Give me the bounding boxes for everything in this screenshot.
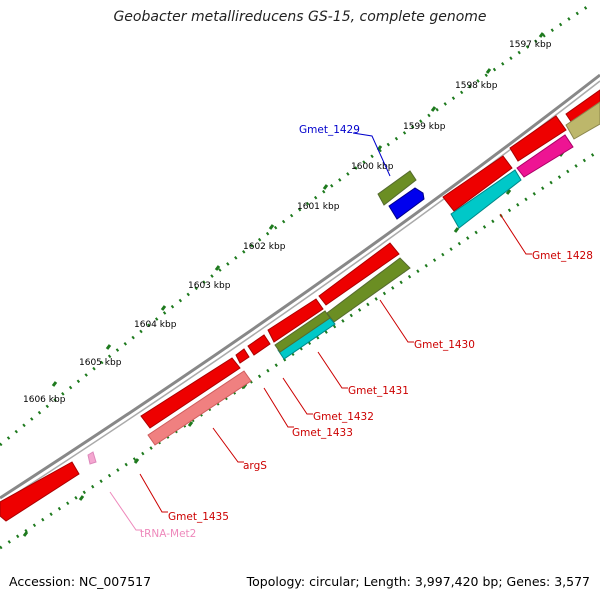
- label-gmet-1433: Gmet_1433: [292, 427, 353, 439]
- tick-label: 1604 kbp: [134, 320, 177, 330]
- gene-gmet-1431-olive: [274, 310, 331, 353]
- tick-label: 1599 kbp: [403, 122, 446, 132]
- tick-label: 1605 kbp: [79, 358, 122, 368]
- gene-gmet-1429-blue: [388, 187, 425, 220]
- gene-cyan-right: [450, 169, 522, 229]
- label-gmet-1428: Gmet_1428: [532, 250, 593, 262]
- tick-label: 1606 kbp: [23, 395, 66, 405]
- leader-lines: [109, 132, 532, 531]
- tick-labels: 1597 kbp 1598 kbp 1599 kbp 1600 kbp 1601…: [23, 40, 552, 405]
- tick-label: 1602 kbp: [243, 242, 286, 252]
- topology-text: Topology: circular; Length: 3,997,420 bp…: [246, 574, 590, 589]
- accession-text: Accession: NC_007517: [9, 574, 152, 589]
- tick-label: 1598 kbp: [455, 81, 498, 91]
- tick-label: 1600 kbp: [351, 162, 394, 172]
- forward-genes: [377, 170, 417, 206]
- gene-argS-red: [140, 357, 241, 429]
- gene-trna-met2: [87, 451, 97, 465]
- reverse-genes: [0, 89, 600, 522]
- label-gmet-1429: Gmet_1429: [299, 124, 360, 136]
- gene-khaki-right: [565, 101, 600, 140]
- gene-gmet-1435: [0, 461, 80, 522]
- gene-gmet-1429: [377, 170, 417, 206]
- gene-argS-salmon: [147, 370, 252, 446]
- label-trna-met2: tRNA-Met2: [140, 528, 196, 540]
- label-gmet-1432: Gmet_1432: [313, 411, 374, 423]
- gene-gmet-1432: [247, 334, 271, 356]
- map-title: Geobacter metallireducens GS-15, complet…: [113, 9, 487, 25]
- tick-label: 1603 kbp: [188, 281, 231, 291]
- gene-magenta-right: [516, 134, 574, 178]
- label-args: argS: [243, 460, 267, 472]
- outer-tick-arc: [0, 3, 591, 447]
- label-gmet-1430: Gmet_1430: [414, 339, 475, 351]
- gene-gmet-1433: [235, 348, 250, 364]
- gene-gmet-1428: [442, 155, 513, 212]
- tick-label: 1601 kbp: [297, 202, 340, 212]
- gene-gmet-1431-red: [267, 298, 324, 343]
- genome-backbone: [0, 73, 600, 500]
- inner-tick-arc: [0, 148, 600, 550]
- label-gmet-1435: Gmet_1435: [168, 511, 229, 523]
- gene-red-right1: [509, 115, 567, 162]
- gene-gmet-1430-red: [318, 242, 400, 306]
- gene-labels: Gmet_1429 Gmet_1428 Gmet_1430 Gmet_1431 …: [140, 124, 593, 540]
- tick-label: 1597 kbp: [509, 40, 552, 50]
- gene-gmet-1430-olive: [326, 257, 411, 323]
- label-gmet-1431: Gmet_1431: [348, 385, 409, 397]
